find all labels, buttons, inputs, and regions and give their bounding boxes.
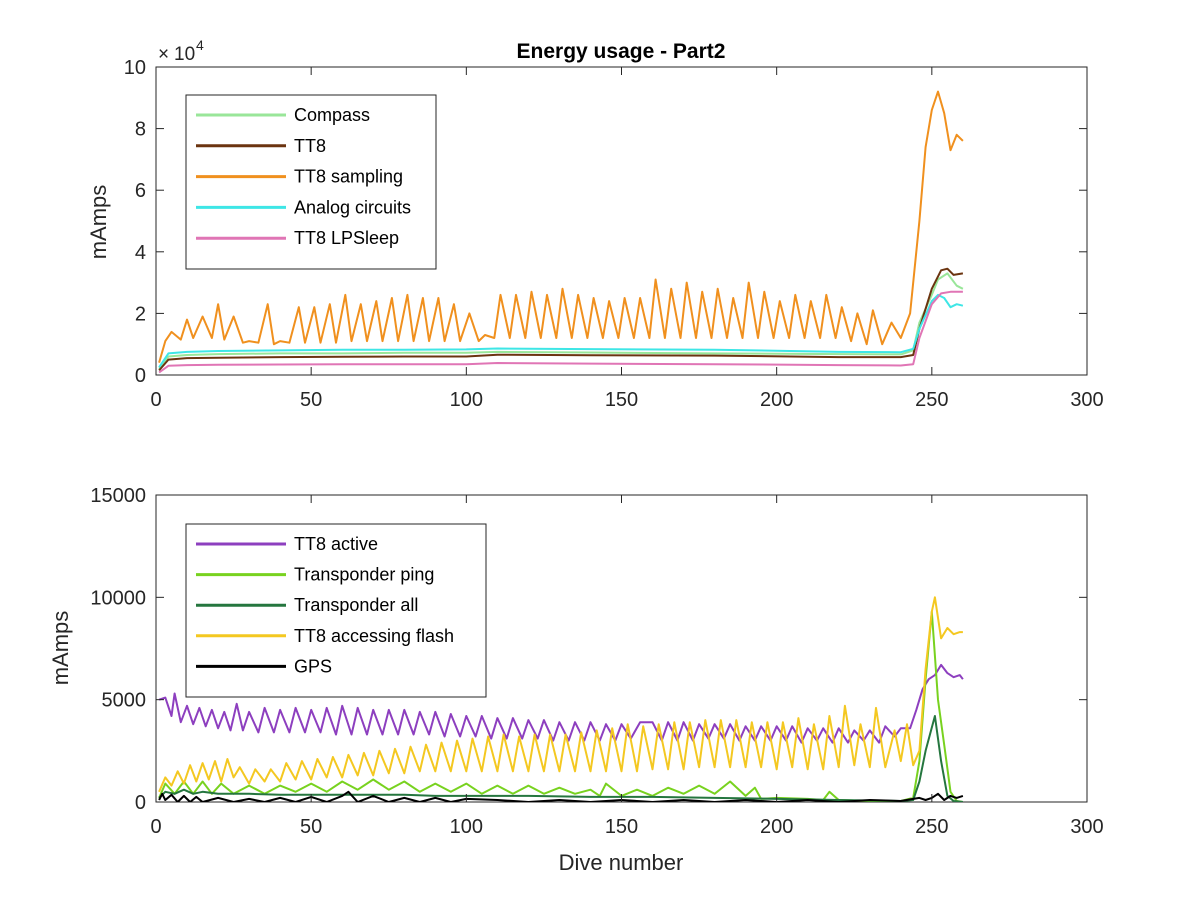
x-tick-label: 200: [760, 389, 793, 411]
x-tick-label: 250: [915, 816, 948, 838]
legend-label: TT8 LPSleep: [294, 228, 399, 248]
y-exponent-base: 10: [174, 44, 195, 65]
legend-label: TT8: [294, 136, 326, 156]
legend-label: Transponder ping: [294, 565, 434, 585]
legend-label: TT8 active: [294, 534, 378, 554]
plot-area-bottom: 0 50 100 150 200 250 300 0 5000 10000 15000 TT8 act…: [90, 485, 1103, 838]
legend: TT8 active Transponder ping Transponder al…: [185, 523, 487, 698]
chart-title: Energy usage - Part2: [517, 40, 726, 63]
legend-label: TT8 sampling: [294, 167, 403, 187]
y-exponent-power: 4: [196, 37, 204, 53]
series-line-tt8-active: [158, 663, 964, 744]
series-lines: [158, 596, 964, 802]
x-tick-label: 200: [760, 816, 793, 838]
legend-box: [185, 94, 437, 270]
legend-label: TT8 accessing flash: [294, 626, 454, 646]
legend-label: Transponder all: [294, 595, 418, 615]
legend-label: Compass: [294, 105, 370, 125]
y-tick-label: 8: [135, 119, 146, 141]
y-tick-label: 2: [135, 303, 146, 325]
x-tick-label: 300: [1070, 816, 1103, 838]
x-tick-label: 0: [150, 389, 161, 411]
axis-ticks: 0 50 100 150 200 250 300 0 5000 10000 15000: [90, 485, 1103, 838]
axis-ticks: 0 50 100 150 200 250 300 0 2 4 6 8 10: [124, 57, 1104, 411]
y-tick-label: 10000: [90, 587, 146, 609]
legend-box: [185, 523, 487, 698]
series-line-tt8: [158, 267, 964, 372]
y-tick-label: 10: [124, 57, 146, 79]
x-tick-label: 100: [450, 816, 483, 838]
series-line-tt8-sampling: [158, 90, 964, 363]
y-tick-label: 5000: [102, 690, 147, 712]
series-line-tt8-lpsleep: [158, 290, 963, 374]
series-line-transponder-all: [158, 715, 964, 802]
x-axis-label: Dive number: [559, 850, 684, 875]
plot-area-top: 0 50 100 150 200 250 300 0 2 4 6 8 10 Compass TT8 TT8 s…: [124, 57, 1104, 411]
x-tick-label: 50: [300, 389, 322, 411]
x-tick-label: 150: [605, 816, 638, 838]
series-line-gps: [158, 790, 964, 802]
x-tick-label: 50: [300, 816, 322, 838]
y-tick-label: 4: [135, 242, 146, 264]
plot-energy-part2: Energy usage - Part2 × 10 4 0 50 100 150 200…: [86, 37, 1104, 411]
x-tick-label: 100: [450, 389, 483, 411]
y-tick-label: 0: [135, 365, 146, 387]
x-tick-label: 0: [150, 816, 161, 838]
y-exponent-multiplier: ×: [158, 44, 169, 65]
y-axis-label-bottom: mAmps: [48, 611, 73, 686]
y-axis-label-top: mAmps: [86, 185, 111, 260]
legend: Compass TT8 TT8 sampling Analog circuits TT8…: [185, 94, 437, 270]
y-tick-label: 6: [135, 180, 146, 202]
plot-energy-part2-lower: 0 50 100 150 200 250 300 0 5000 10000 15000 TT8 act…: [48, 485, 1104, 875]
series-lines: [158, 90, 964, 374]
legend-label: Analog circuits: [294, 197, 411, 217]
x-tick-label: 150: [605, 389, 638, 411]
x-tick-label: 300: [1070, 389, 1103, 411]
series-line-compass: [158, 272, 964, 370]
series-line-tt8-accessing-flash: [158, 596, 963, 793]
series-line-analog-circuits: [158, 293, 964, 368]
legend-label: GPS: [294, 656, 332, 676]
y-tick-label: 0: [135, 792, 146, 814]
y-tick-label: 15000: [90, 485, 146, 507]
y-axis-exponent: × 10 4: [158, 37, 204, 65]
x-tick-label: 250: [915, 389, 948, 411]
